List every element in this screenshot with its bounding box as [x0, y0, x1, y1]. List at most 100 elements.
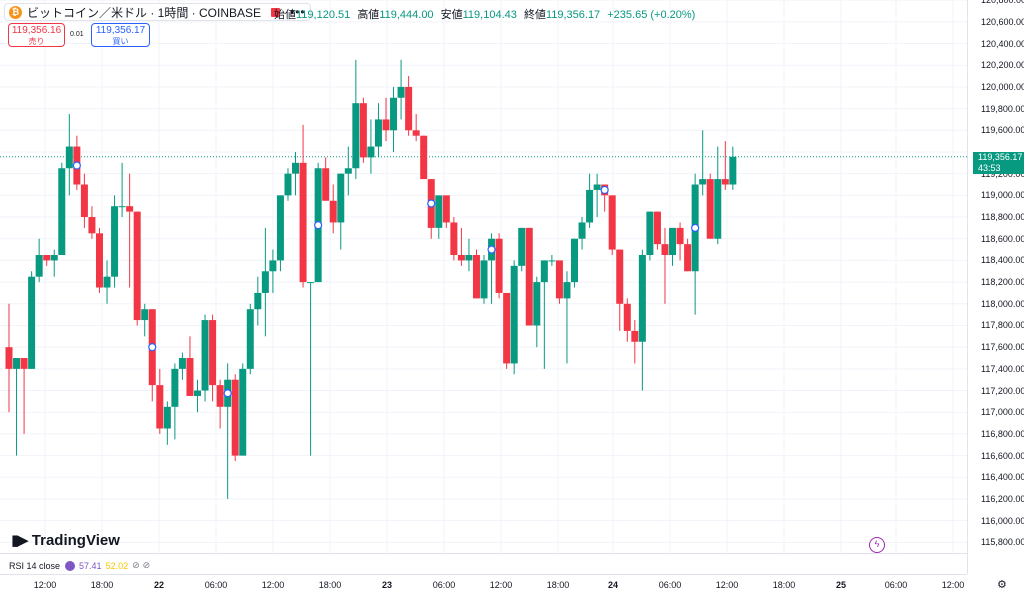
- bar-countdown: 43:53: [978, 163, 1001, 173]
- high-label: 高値: [357, 9, 380, 21]
- candle-body: [163, 406, 171, 429]
- lightning-icon[interactable]: ϟ: [869, 537, 885, 553]
- close-value: 119,356.17: [545, 9, 601, 21]
- price-tick-label: 116,600.00: [981, 450, 1024, 461]
- price-tick-label: 115,800.00: [981, 537, 1024, 548]
- candle-body: [653, 211, 661, 245]
- price-tick-label: 117,000.00: [981, 407, 1024, 418]
- candle-body: [88, 217, 96, 234]
- candle: [163, 401, 171, 445]
- candle: [721, 141, 729, 190]
- candle-body: [141, 309, 149, 321]
- candle: [95, 227, 103, 293]
- price-tick-label: 116,200.00: [981, 493, 1024, 504]
- candle: [133, 211, 141, 326]
- candle: [435, 195, 443, 239]
- event-marker-icon[interactable]: [487, 245, 496, 254]
- gear-icon[interactable]: ⚙: [997, 579, 1007, 591]
- candle-body: [186, 358, 194, 396]
- candle-body: [540, 260, 548, 283]
- indicator-pane[interactable]: [0, 553, 967, 574]
- event-markers: [72, 161, 700, 398]
- candle: [578, 217, 586, 250]
- candle-body: [548, 260, 556, 262]
- candle-body: [510, 265, 518, 364]
- candle: [35, 238, 43, 283]
- candle: [344, 146, 352, 196]
- hide-icon[interactable]: ⊘: [132, 560, 140, 570]
- candle-body: [13, 358, 21, 369]
- candle: [43, 254, 51, 266]
- event-marker-icon[interactable]: [223, 389, 232, 398]
- candle: [359, 97, 367, 163]
- candle: [201, 314, 209, 402]
- buy-button[interactable]: 119,356.17 買い: [91, 23, 150, 47]
- price-tick-label: 116,000.00: [981, 515, 1024, 526]
- bitcoin-icon: ₿: [9, 5, 22, 19]
- candle-body: [28, 276, 36, 369]
- sell-price: 119,356.16: [11, 25, 62, 36]
- candle: [307, 282, 315, 456]
- candle: [488, 233, 496, 304]
- candle-body: [465, 254, 473, 261]
- event-marker-icon[interactable]: [72, 161, 81, 170]
- tradingview-logo[interactable]: ▮▶ TradingView: [11, 531, 120, 550]
- candle: [178, 352, 186, 380]
- candle: [382, 97, 390, 142]
- time-tick-label: 18:00: [318, 580, 342, 590]
- time-axis[interactable]: [0, 574, 967, 594]
- rsi-ma-value: 52.02: [105, 560, 129, 571]
- time-tick-label: 24: [607, 580, 619, 590]
- candle: [329, 184, 337, 234]
- candle-body: [608, 195, 616, 250]
- event-marker-icon[interactable]: [691, 223, 700, 232]
- candle-body: [714, 179, 722, 239]
- candle-body: [503, 292, 511, 364]
- symbol-title[interactable]: ビットコイン／米ドル · 1時間 · COINBASE: [27, 5, 262, 20]
- candle-body: [299, 162, 307, 283]
- event-marker-icon[interactable]: [314, 221, 323, 230]
- candle: [608, 195, 616, 255]
- tradingview-logo-icon: ▮▶: [11, 532, 29, 549]
- candle-body: [359, 103, 367, 158]
- event-marker-icon[interactable]: [148, 343, 157, 352]
- candle: [465, 238, 473, 272]
- candle: [5, 303, 13, 413]
- candle-body: [269, 260, 277, 272]
- change-value: +235.65 (+0.20%): [607, 9, 696, 21]
- event-marker-icon[interactable]: [427, 199, 436, 208]
- candle-body: [661, 244, 669, 255]
- candle-body: [261, 271, 269, 293]
- candle: [533, 276, 541, 348]
- candle-body: [646, 211, 654, 255]
- candle-body: [133, 211, 141, 321]
- price-tick-label: 118,600.00: [981, 233, 1024, 244]
- low-value: 119,104.43: [462, 9, 517, 21]
- candle: [216, 379, 224, 429]
- price-axis[interactable]: [967, 0, 1024, 574]
- time-tick-label: 06:00: [204, 580, 228, 590]
- price-tick-label: 118,000.00: [981, 298, 1024, 309]
- candle-body: [307, 282, 315, 284]
- rsi-legend[interactable]: RSI 14 close 57.41 52.02 ⊘ ⊘: [9, 560, 153, 571]
- candle-body: [699, 179, 707, 185]
- candle: [13, 358, 21, 456]
- candle: [148, 309, 156, 402]
- candle-body: [669, 227, 677, 255]
- sell-button[interactable]: 119,356.16 売り: [8, 23, 65, 47]
- symbol-header[interactable]: ₿ ビットコイン／米ドル · 1時間 · COINBASE •••: [4, 3, 311, 21]
- candle: [65, 114, 73, 196]
- more-options-icon[interactable]: •••: [290, 5, 306, 19]
- candle: [390, 86, 398, 152]
- candle-body: [533, 282, 541, 326]
- candle-body: [525, 227, 533, 326]
- candle: [292, 151, 300, 196]
- settings-icon[interactable]: ⊘: [142, 560, 151, 570]
- candle: [616, 249, 624, 331]
- event-marker-icon[interactable]: [600, 185, 609, 195]
- spread-value: 0.01: [70, 31, 84, 38]
- market-status-icon: [271, 7, 281, 17]
- candle-body: [586, 189, 594, 223]
- candle-body: [518, 227, 526, 266]
